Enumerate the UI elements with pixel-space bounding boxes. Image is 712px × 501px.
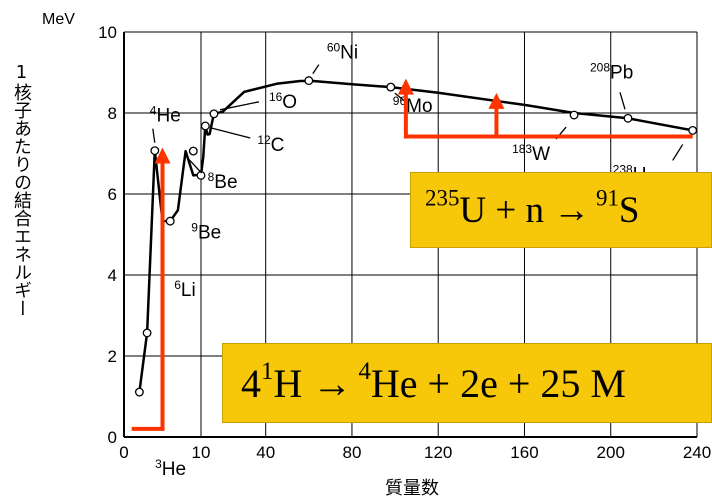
fusion-mass-4: 4: [352, 358, 371, 386]
x-tick-label: 240: [683, 443, 711, 462]
data-point: [200, 121, 210, 131]
nuclide-mass: 96: [393, 94, 407, 108]
data-point: [150, 146, 160, 156]
nuclide-symbol: Pb: [610, 62, 633, 83]
red-arrows: [131, 78, 693, 431]
y-axis-label: 1核子あたりの結合エネルギー: [11, 62, 32, 317]
data-point: [142, 328, 152, 338]
fission-arrow-symbol: →: [553, 190, 591, 231]
fission-rhs: S: [618, 190, 640, 231]
nuclide-label: 6Li: [174, 278, 195, 301]
fusion-arrow-line: [131, 161, 165, 431]
fission-mass-91: 91: [590, 185, 619, 211]
fusion-lhs: H: [273, 361, 313, 406]
y-tick-label: 0: [108, 428, 117, 447]
data-point: [623, 113, 633, 123]
curve-group: [134, 76, 698, 397]
nuclide-symbol: Li: [181, 280, 196, 301]
label-leader: [394, 92, 406, 102]
nuclide-mass: 8: [208, 170, 215, 184]
nuclide-symbol: W: [532, 144, 550, 165]
label-leader: [152, 128, 156, 143]
nuclide-symbol: Mo: [406, 96, 432, 117]
fission-mass-235: 235: [425, 185, 460, 211]
nuclide-mass: 16: [269, 90, 283, 104]
nuclide-labels: 4He60Ni208Pb16O96Mo12C8Be183W238U9Be6Li3…: [150, 41, 684, 480]
y-tick-label: 8: [108, 104, 117, 123]
nuclide-label: 8Be: [208, 170, 238, 193]
nuclide-symbol: C: [271, 135, 285, 156]
nuclide-symbol: He: [162, 459, 186, 480]
fusion-equation-box: 41H → 4He + 2e + 25 M: [222, 343, 712, 423]
fusion-arrow-symbol: →: [312, 361, 353, 406]
x-tick-label: 200: [597, 443, 625, 462]
nuclide-symbol: O: [282, 92, 297, 113]
data-point: [134, 387, 144, 397]
fission-equation-box: 235U + n → 91S: [410, 172, 712, 248]
nuclide-symbol: Be: [214, 172, 237, 193]
y-tick-label: 6: [108, 185, 117, 204]
data-point: [304, 76, 314, 86]
nuclide-label: 208Pb: [590, 60, 633, 83]
nuclide-symbol: Ni: [340, 43, 358, 64]
nuclide-symbol: Be: [198, 222, 221, 243]
label-leader: [672, 144, 684, 161]
x-tick-label: 120: [424, 443, 452, 462]
nuclide-mass: 3: [155, 457, 162, 471]
nuclide-symbol: He: [156, 106, 180, 127]
label-leader: [211, 127, 251, 139]
fission-arrow-line: [403, 92, 693, 139]
fission-mid-arrow-head: [488, 92, 505, 109]
nuclide-label: 12C: [257, 133, 284, 156]
fission-lhs: U + n: [459, 190, 554, 231]
nuclide-mass: 6: [174, 278, 181, 292]
nuclide-mass: 12: [257, 133, 271, 147]
nuclide-label: 183W: [512, 142, 550, 165]
nuclide-label: 16O: [269, 90, 297, 113]
y-tick-label: 10: [98, 23, 117, 42]
y-tick-label: 4: [108, 266, 117, 285]
nuclide-label: 4He: [150, 104, 181, 127]
x-tick-label: 160: [510, 443, 538, 462]
nuclide-label: 3He: [155, 457, 186, 480]
fusion-coefficient: 4: [241, 361, 261, 406]
fusion-rhs: He + 2e + 25 M: [370, 361, 626, 406]
nuclide-label: 96Mo: [393, 94, 433, 117]
fusion-mass-1: 1: [261, 358, 274, 386]
data-point: [569, 110, 579, 120]
x-tick-label: 0: [119, 443, 128, 462]
nuclide-label: 60Ni: [327, 41, 358, 64]
label-leader: [188, 158, 203, 174]
fusion-arrow-head: [154, 147, 171, 164]
data-point: [188, 146, 198, 156]
label-leader: [619, 92, 626, 110]
x-tick-label: 10: [192, 443, 211, 462]
data-point: [688, 125, 698, 135]
data-point: [209, 109, 219, 119]
label-leader: [312, 64, 320, 74]
fission-arrow-head: [397, 78, 414, 95]
label-leader: [219, 101, 260, 111]
y-unit-label: MeV: [42, 11, 75, 28]
x-axis-label: 質量数: [385, 478, 439, 499]
y-tick-label: 2: [108, 347, 117, 366]
nuclide-mass: 9: [191, 220, 198, 234]
nuclide-mass: 60: [327, 41, 341, 55]
x-tick-label: 40: [256, 443, 275, 462]
x-tick-label: 80: [342, 443, 361, 462]
nuclide-label: 9Be: [191, 220, 221, 243]
nuclide-mass: 208: [590, 60, 610, 74]
data-point: [165, 216, 175, 226]
data-point: [386, 82, 396, 92]
nuclide-mass: 4: [150, 104, 157, 118]
nuclide-mass: 183: [512, 142, 532, 156]
